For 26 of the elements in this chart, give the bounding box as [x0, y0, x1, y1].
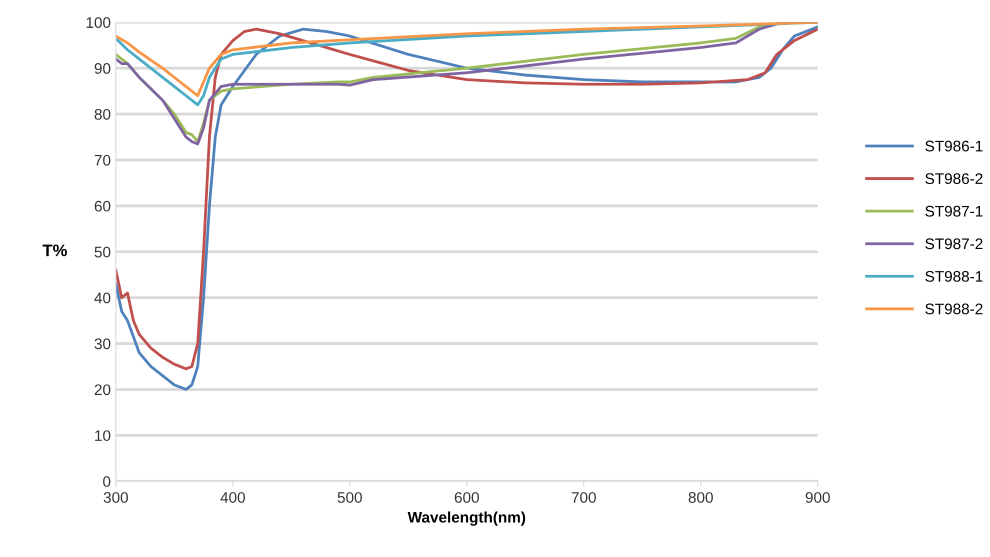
legend-label: ST987-2 [925, 238, 982, 250]
y-axis-title: T% [42, 244, 67, 256]
x-axis-title: Wavelength(nm) [408, 511, 526, 526]
y-tick-label: 90 [94, 63, 110, 74]
y-tick-label: 80 [94, 108, 110, 120]
legend-label: ST988-1 [925, 270, 982, 282]
y-tick-label: 30 [94, 338, 110, 350]
y-tick-label: 60 [94, 200, 110, 212]
legend-label: ST987-1 [925, 206, 982, 217]
y-tick-label: 20 [94, 384, 110, 396]
x-tick-label: 600 [454, 492, 479, 503]
x-tick-label: 400 [220, 492, 245, 503]
y-tick-label: 40 [94, 292, 110, 304]
x-tick-label: 800 [688, 492, 713, 503]
x-tick-label: 500 [338, 492, 362, 503]
x-tick-label: 300 [104, 492, 128, 503]
y-tick-label: 100 [86, 17, 110, 28]
legend-label: ST986-1 [925, 140, 982, 152]
y-tick-label: 0 [103, 476, 110, 487]
y-tick-label: 10 [95, 430, 110, 442]
x-tick-label: 700 [572, 492, 596, 503]
legend-label: ST988-2 [925, 304, 982, 314]
y-tick-label: 70 [94, 154, 110, 166]
legend-label: ST986-2 [925, 173, 982, 184]
y-tick-label: 50 [94, 246, 110, 258]
x-tick-label: 900 [806, 492, 830, 503]
